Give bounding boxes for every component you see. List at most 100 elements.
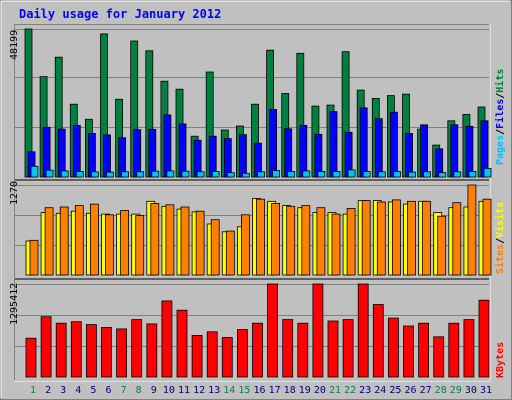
files-bar	[359, 107, 368, 178]
pages-bar	[241, 172, 250, 178]
x-tick-label-day-24: 24	[374, 385, 386, 396]
sites-bar	[180, 206, 190, 276]
pages-bar	[317, 171, 326, 178]
kbytes-bar	[403, 325, 414, 378]
files-bar	[72, 125, 81, 178]
kbytes-bar	[161, 300, 173, 378]
legend-pages: Pages	[495, 135, 506, 165]
x-tick-label-day-18: 18	[284, 385, 296, 396]
files-bar	[329, 111, 338, 178]
pages-bar	[106, 171, 114, 178]
kbytes-bar	[448, 322, 460, 378]
kbytes-bar	[372, 304, 384, 378]
kbytes-bar	[236, 329, 248, 378]
x-tick-label-day-7: 7	[121, 385, 127, 396]
pages-bar	[423, 171, 432, 178]
kbytes-bar	[206, 331, 218, 378]
files-bar	[450, 124, 459, 178]
x-tick-label-day-23: 23	[359, 385, 371, 396]
x-tick-label-day-20: 20	[314, 385, 326, 396]
x-tick-label-day-25: 25	[389, 385, 401, 396]
files-bar	[238, 134, 247, 178]
pages-bar	[181, 170, 190, 178]
files-bar	[374, 118, 383, 178]
x-tick-label-day-30: 30	[465, 385, 477, 396]
pages-bar	[196, 171, 205, 178]
pages-bar	[408, 171, 416, 178]
legend-hits: Hits	[494, 69, 506, 93]
sites-bar	[29, 239, 39, 276]
files-bar	[88, 132, 96, 178]
kbytes-bar	[146, 323, 158, 378]
x-tick-label-day-12: 12	[193, 385, 205, 396]
kbytes-bar	[327, 320, 339, 378]
visits-sites-bars	[25, 184, 492, 276]
pages-bar	[211, 171, 220, 178]
kbytes-bar	[86, 324, 97, 378]
hits-files-pages-bars	[24, 28, 492, 178]
x-tick-label-day-29: 29	[450, 385, 462, 396]
pages-bar	[453, 171, 462, 178]
x-tick-label-day-19: 19	[299, 385, 311, 396]
sites-bar	[301, 205, 311, 276]
legend-sep-1: /	[495, 129, 506, 135]
sites-bar	[391, 199, 401, 276]
files-bar	[465, 125, 474, 178]
x-tick-label-day-16: 16	[253, 385, 265, 396]
sites-bar	[90, 203, 99, 276]
x-tick-label-day-9: 9	[151, 385, 157, 396]
pages-bar	[151, 170, 160, 178]
kbytes-bars	[25, 283, 490, 378]
sites-bar	[331, 213, 341, 276]
x-tick-label-day-21: 21	[329, 385, 341, 396]
pages-bar	[483, 167, 492, 178]
kbytes-bar	[176, 309, 188, 378]
pages-bar	[332, 171, 341, 178]
x-tick-label-day-26: 26	[404, 385, 416, 396]
kbytes-bar	[116, 328, 127, 378]
y-max-label-kbytes: 1295412	[9, 283, 20, 325]
x-tick-label-day-10: 10	[163, 385, 175, 396]
sites-bar	[150, 202, 160, 276]
sites-bar	[74, 205, 84, 276]
pages-bar	[347, 169, 356, 178]
kbytes-bar	[55, 322, 67, 378]
pages-bar	[272, 170, 281, 178]
pages-bar	[60, 170, 69, 178]
pages-bar	[302, 170, 311, 178]
sites-bar	[195, 210, 205, 276]
kbytes-bar	[342, 319, 354, 378]
x-axis-day-labels: 1 2 3 4 5 6 7 8 9 10 11 12 13 14 15 16 17 18 19 20 21 22 23 24 2…	[30, 385, 492, 396]
sites-bar	[256, 198, 265, 276]
pages-bar	[438, 172, 447, 178]
x-tick-label-day-1: 1	[30, 385, 36, 396]
files-bar	[148, 128, 157, 178]
pages-bar	[166, 170, 175, 178]
x-tick-label-day-13: 13	[208, 385, 220, 396]
files-bar	[133, 129, 142, 178]
x-tick-label-day-4: 4	[75, 385, 81, 396]
files-bar	[405, 132, 413, 178]
chart-title: Daily usage for January 2012	[19, 7, 221, 21]
y-max-label-visits: 1270	[9, 181, 20, 205]
files-bar	[178, 123, 187, 178]
files-bar	[223, 138, 232, 178]
sites-bar	[407, 200, 416, 276]
sites-bar	[437, 215, 447, 276]
pages-bar	[287, 171, 296, 178]
kbytes-bar	[357, 283, 369, 378]
sites-bar	[467, 184, 477, 276]
pages-bar	[91, 171, 99, 178]
kbytes-bar	[101, 327, 112, 378]
x-tick-label-day-6: 6	[105, 385, 111, 396]
sites-bar	[59, 206, 69, 276]
x-tick-label-day-17: 17	[269, 385, 281, 396]
legend-sites: Sites	[494, 244, 506, 274]
files-bar	[163, 114, 172, 178]
pages-bar	[121, 171, 129, 178]
kbytes-bar	[40, 316, 52, 378]
x-tick-label-day-15: 15	[238, 385, 250, 396]
x-tick-label-day-14: 14	[223, 385, 235, 396]
